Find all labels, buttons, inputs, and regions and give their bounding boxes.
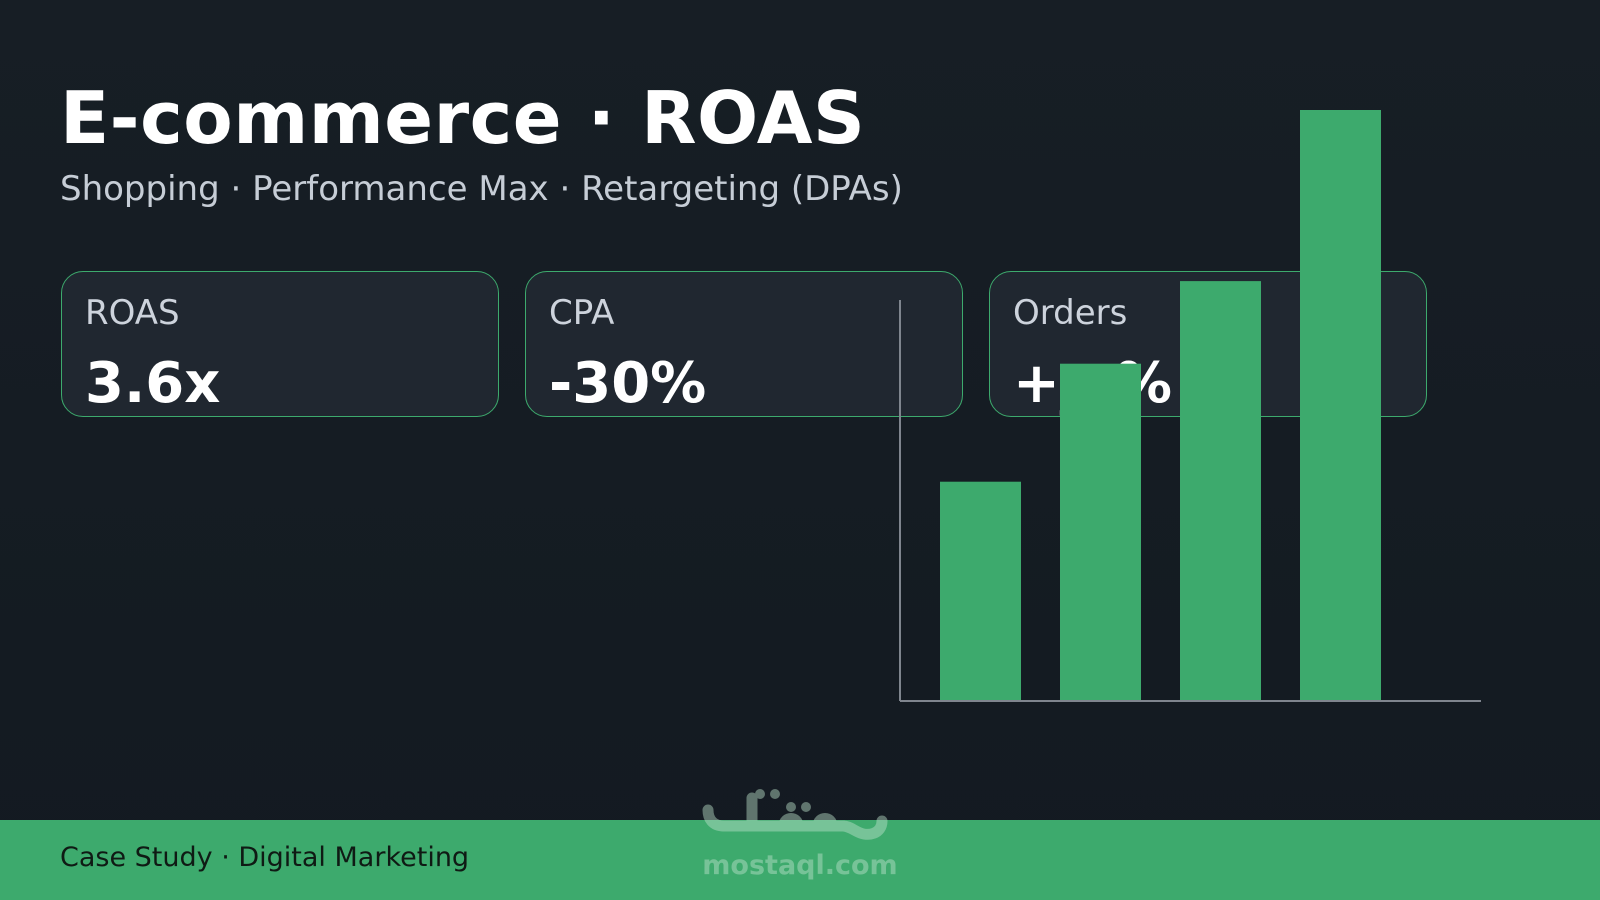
kpi-label: ROAS [85,293,180,333]
chart-bar [940,481,1021,700]
chart-bars [940,110,1381,700]
footer-text: Case Study · Digital Marketing [60,842,470,873]
chart-bar [1300,110,1381,700]
kpi-card-roas: ROAS 3.6x [61,271,499,417]
page-subtitle: Shopping · Performance Max · Retargeting… [60,169,903,209]
kpi-label: Orders [1013,293,1128,333]
kpi-label: CPA [549,293,615,333]
page-title: E-commerce · ROAS [60,76,866,160]
watermark-logo: mostaql.com [700,788,900,888]
watermark-text: mostaql.com [702,850,898,881]
footer-bar: Case Study · Digital Marketing [0,820,1600,900]
kpi-value: 3.6x [85,351,221,416]
mostaql-logo-icon [702,789,888,840]
chart-bar [1060,363,1141,700]
kpi-value: -30% [549,351,707,416]
chart-bar [1180,281,1261,700]
kpi-card-cpa: CPA -30% [525,271,963,417]
